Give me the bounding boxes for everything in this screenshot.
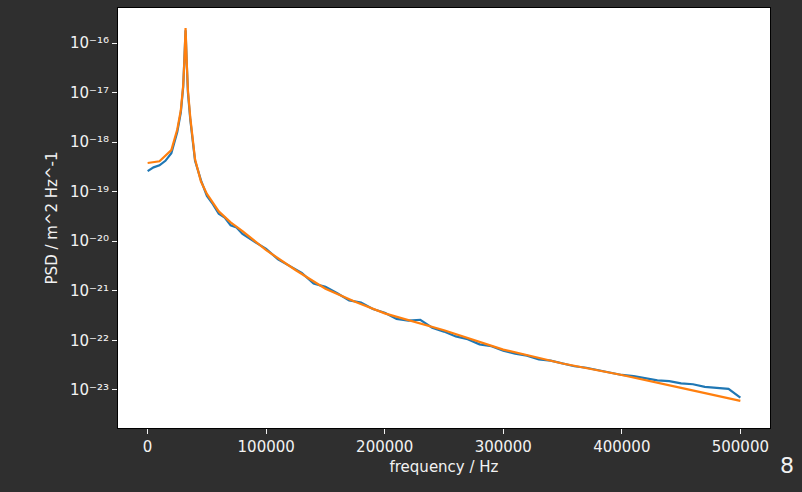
svg-text:10⁻²²: 10⁻²² (70, 332, 109, 350)
svg-text:8: 8 (780, 453, 794, 478)
svg-text:10⁻²⁰: 10⁻²⁰ (70, 232, 109, 250)
svg-text:200000: 200000 (356, 438, 413, 456)
svg-text:500000: 500000 (712, 438, 769, 456)
svg-text:10⁻¹⁹: 10⁻¹⁹ (70, 183, 109, 201)
svg-text:10⁻¹⁷: 10⁻¹⁷ (70, 84, 109, 102)
svg-text:400000: 400000 (593, 438, 650, 456)
svg-text:0: 0 (143, 438, 153, 456)
svg-text:10⁻²³: 10⁻²³ (70, 381, 109, 399)
svg-text:300000: 300000 (475, 438, 532, 456)
svg-text:10⁻²¹: 10⁻²¹ (70, 282, 109, 300)
svg-text:PSD / m^2 Hz^-1: PSD / m^2 Hz^-1 (43, 152, 61, 285)
svg-text:10⁻¹⁸: 10⁻¹⁸ (70, 133, 109, 151)
svg-text:10⁻¹⁶: 10⁻¹⁶ (70, 34, 109, 52)
svg-text:100000: 100000 (238, 438, 295, 456)
svg-text:frequency / Hz: frequency / Hz (390, 458, 499, 476)
